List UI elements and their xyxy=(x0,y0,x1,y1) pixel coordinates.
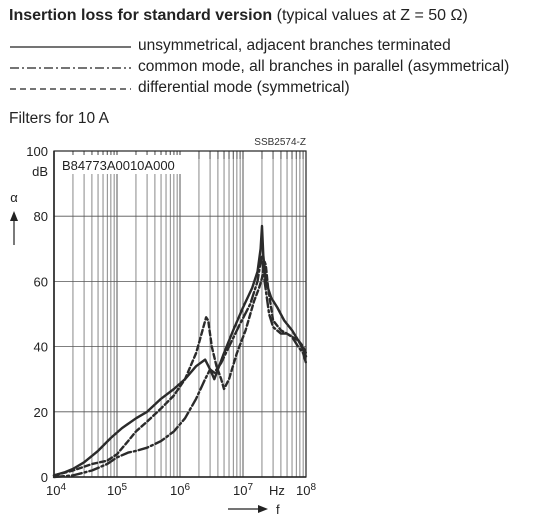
legend-item-solid: unsymmetrical, adjacent branches termina… xyxy=(9,37,529,57)
chart-title: Insertion loss for standard version (typ… xyxy=(9,7,468,25)
chart-title-bold: Insertion loss for standard version xyxy=(9,7,273,24)
legend-label-dashed: differential mode (symmetrical) xyxy=(138,79,350,96)
part-number-label: B84773A0010A000 xyxy=(62,158,175,173)
y-tick-label: 60 xyxy=(34,274,48,289)
legend-item-dashdot: common mode, all branches in parallel (a… xyxy=(9,58,529,78)
x-tick-label: 105 xyxy=(107,482,127,498)
y-axis-label: α xyxy=(10,190,18,205)
chart-labels: 0 20 40 60 80 100 dB α 104 105 106 107 108 Hz f B84773A… xyxy=(10,137,316,517)
chart-grid xyxy=(53,150,306,478)
chart-series xyxy=(52,224,308,479)
figure-code-label: SSB2574-Z xyxy=(254,137,306,148)
legend-item-dashed: differential mode (symmetrical) xyxy=(9,79,529,99)
y-tick-label: 0 xyxy=(41,470,48,485)
chart-subtitle: Filters for 10 A xyxy=(9,110,109,127)
x-tick-label: 107 xyxy=(233,482,253,498)
y-unit-label: dB xyxy=(32,164,48,179)
series-line-dashed xyxy=(52,260,308,477)
series-line-dashdot xyxy=(52,254,308,479)
x-tick-label: 106 xyxy=(170,482,190,498)
chart-title-rest: (typical values at Z = 50 Ω) xyxy=(272,7,468,24)
legend-label-dashdot: common mode, all branches in parallel (a… xyxy=(138,58,510,75)
legend-label-solid: unsymmetrical, adjacent branches termina… xyxy=(138,37,451,54)
x-axis-arrow-icon xyxy=(258,505,268,513)
y-axis-arrow-icon xyxy=(10,211,18,221)
x-tick-label: 104 xyxy=(46,482,66,498)
y-tick-label: 80 xyxy=(34,209,48,224)
chart-axes xyxy=(53,150,307,478)
legend-swatch-solid xyxy=(10,46,131,48)
y-tick-label: 40 xyxy=(34,340,48,355)
x-unit-label: Hz xyxy=(269,483,285,498)
legend-swatch-dashed xyxy=(10,88,131,90)
y-tick-label: 20 xyxy=(34,405,48,420)
x-tick-label: 108 xyxy=(296,482,316,498)
y-tick-label: 100 xyxy=(26,144,48,159)
legend-swatch-dashdot xyxy=(10,67,131,69)
insertion-loss-chart: 0 20 40 60 80 100 dB α 104 105 106 107 108 Hz f B84773A… xyxy=(10,137,316,517)
part-number-bg xyxy=(60,155,190,174)
x-axis-label: f xyxy=(276,502,280,517)
